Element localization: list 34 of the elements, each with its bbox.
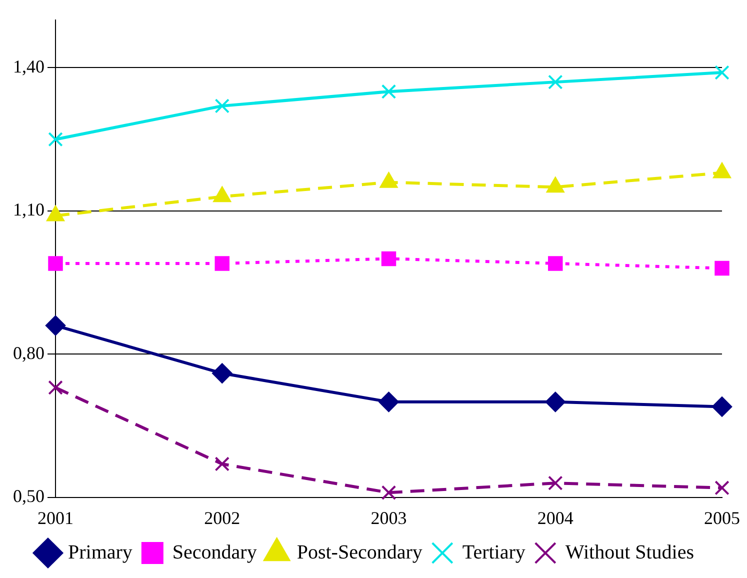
point xyxy=(214,456,230,472)
point xyxy=(46,316,66,336)
point xyxy=(714,260,730,276)
y-tick-label: 1,40 xyxy=(13,56,44,76)
point xyxy=(212,363,232,384)
point xyxy=(548,74,563,90)
point xyxy=(712,396,732,417)
point xyxy=(48,256,63,271)
y-tick-label: 0,80 xyxy=(13,342,44,363)
point xyxy=(214,98,230,114)
legend-label: Primary xyxy=(68,541,132,564)
point xyxy=(378,392,399,412)
point xyxy=(214,256,230,271)
x-tick-label: 2002 xyxy=(204,508,240,528)
legend-label: Tertiary xyxy=(462,541,526,564)
point xyxy=(548,256,563,271)
point xyxy=(48,380,63,395)
point xyxy=(714,65,730,80)
x-tick-label: 2003 xyxy=(370,508,407,528)
x-tick-label: 2004 xyxy=(537,508,574,528)
x-tick-label: 2005 xyxy=(704,508,740,528)
point xyxy=(381,485,396,500)
legend-label: Secondary xyxy=(172,541,257,564)
y-tick-label: 0,50 xyxy=(13,486,44,506)
point xyxy=(545,392,566,412)
x-tick-label: 2001 xyxy=(38,508,74,528)
y-tick-label: 1,10 xyxy=(13,200,44,220)
point xyxy=(548,476,563,490)
point xyxy=(714,480,730,496)
legend-label: Without Studies xyxy=(565,541,694,564)
point xyxy=(48,132,63,147)
point xyxy=(381,84,396,99)
point xyxy=(381,251,396,266)
legend-label: Post-Secondary xyxy=(296,541,422,564)
